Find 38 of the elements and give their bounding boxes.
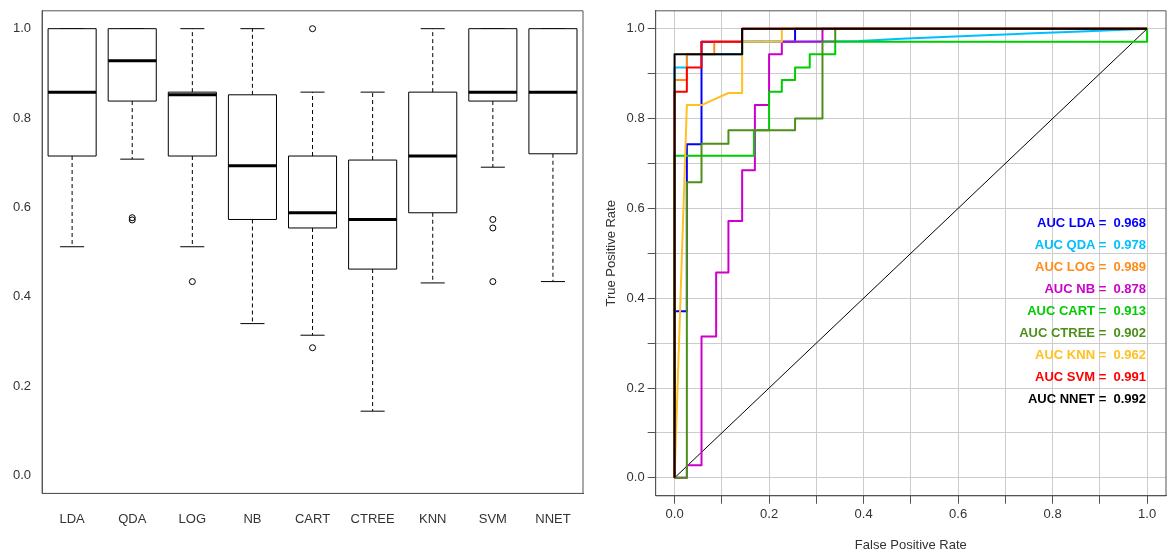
y-tick-label: 0.2 (626, 379, 645, 395)
y-tick-label: 0.0 (626, 469, 645, 485)
y-tick-label: 0.4 (626, 289, 645, 305)
text: AUC SVM = 0.991 (1035, 368, 1146, 384)
x-tick-label: NNET (535, 510, 571, 526)
text: AUC LOG = 0.989 (1035, 258, 1146, 274)
x-axis-title: False Positive Rate (854, 536, 967, 552)
x-tick-label: 0.0 (665, 506, 684, 522)
x-tick-label: LDA (59, 510, 86, 526)
x-tick-label: 0.2 (760, 506, 779, 522)
text: AUC QDA = 0.978 (1034, 236, 1146, 252)
y-tick-label: 0.6 (626, 199, 645, 215)
y-tick-label: 0.8 (626, 110, 645, 126)
y-tick-label: 0.4 (12, 288, 32, 304)
x-tick-label: CTREE (350, 510, 395, 526)
y-tick-label: 0.0 (12, 467, 32, 483)
text: AUC CART = 0.913 (1027, 302, 1146, 318)
x-tick-label: 1.0 (1138, 506, 1157, 522)
y-axis-title: True Positive Rate (603, 200, 619, 307)
x-tick-label: 0.6 (949, 506, 968, 522)
text: AUC NB = 0.878 (1044, 280, 1146, 296)
x-tick-label: NB (243, 510, 262, 526)
text: AUC KNN = 0.962 (1035, 346, 1146, 362)
x-tick-label: LOG (178, 510, 207, 526)
x-tick-label: KNN (419, 510, 447, 526)
x-tick-label: SVM (478, 510, 507, 526)
y-tick-label: 1.0 (626, 20, 645, 36)
text: AUC CTREE = 0.902 (1019, 324, 1146, 340)
x-tick-label: 0.4 (854, 506, 873, 522)
text: AUC LDA = 0.968 (1037, 214, 1146, 230)
y-tick-label: 1.0 (12, 20, 32, 36)
y-tick-label: 0.2 (12, 377, 32, 393)
y-tick-label: 0.8 (12, 109, 32, 125)
x-tick-label: QDA (118, 510, 147, 526)
x-tick-label: CART (294, 510, 331, 526)
text: AUC NNET = 0.992 (1027, 390, 1146, 406)
y-tick-label: 0.6 (12, 198, 32, 214)
x-tick-label: 0.8 (1043, 506, 1062, 522)
